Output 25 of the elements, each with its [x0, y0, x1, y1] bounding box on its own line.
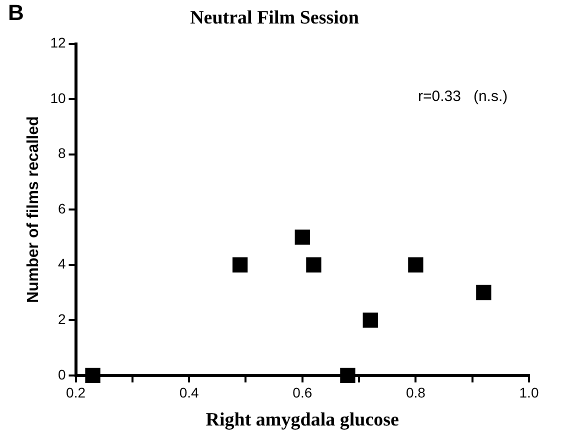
- point: [340, 368, 356, 383]
- y-tick-label: 0: [58, 366, 66, 382]
- point: [294, 230, 310, 245]
- chart-title: Neutral Film Session: [190, 7, 360, 28]
- point: [306, 257, 322, 272]
- x-tick-label: 0.6: [292, 384, 312, 401]
- y-tick-label: 12: [50, 34, 66, 51]
- x-tick-label: 0.2: [66, 384, 86, 401]
- text: B: [8, 0, 24, 26]
- annotation: r=0.33 (n.s.): [418, 88, 508, 105]
- point: [362, 312, 378, 328]
- y-axis-title: Number of films recalled: [25, 116, 42, 303]
- point: [476, 284, 492, 300]
- y-tick-label: 8: [58, 145, 66, 162]
- x-tick-label: 1.0: [519, 384, 539, 401]
- x-tick-label: 0.4: [179, 384, 200, 401]
- point: [85, 368, 100, 383]
- point: [232, 257, 248, 272]
- y-tick-label: 10: [50, 90, 66, 106]
- y-tick-label: 2: [58, 310, 66, 327]
- point: [408, 257, 424, 272]
- y-tick-label: 4: [58, 256, 66, 272]
- x-axis-title: Right amygdala glucose: [206, 410, 399, 431]
- y-tick-label: 6: [58, 200, 66, 216]
- x-tick-label: 0.8: [406, 384, 426, 401]
